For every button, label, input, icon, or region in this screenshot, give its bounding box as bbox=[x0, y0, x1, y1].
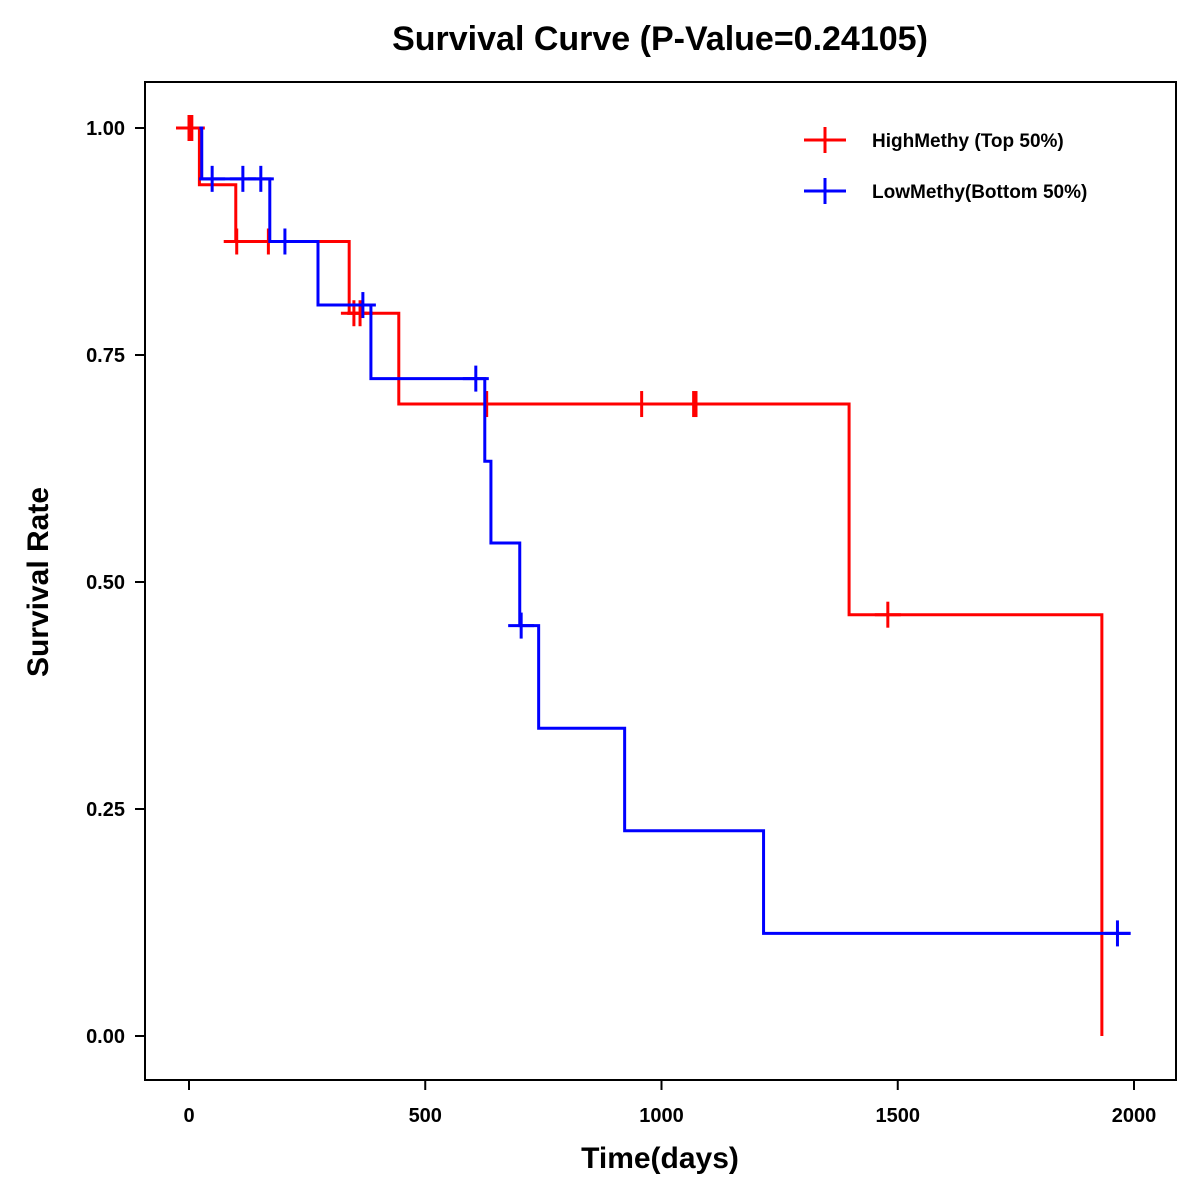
series-layer bbox=[176, 115, 1131, 1036]
x-tick-label: 2000 bbox=[1112, 1105, 1157, 1127]
legend-item: HighMethy (Top 50%) bbox=[804, 127, 1064, 153]
censor-mark bbox=[462, 365, 489, 392]
y-axis: 0.00 0.25 0.50 0.75 1.00 bbox=[86, 118, 145, 1048]
y-tick-label: 1.00 bbox=[86, 118, 125, 140]
survival-step-line bbox=[199, 126, 1131, 935]
censor-mark bbox=[628, 391, 655, 418]
chart-title: Survival Curve (P-Value=0.24105) bbox=[392, 20, 928, 58]
legend-cross-icon bbox=[804, 127, 846, 153]
y-axis-label: Survival Rate bbox=[22, 487, 55, 677]
legend-item: LowMethy(Bottom 50%) bbox=[804, 178, 1087, 204]
legend-label: LowMethy(Bottom 50%) bbox=[872, 182, 1087, 203]
censor-mark bbox=[508, 612, 535, 639]
censor-mark bbox=[682, 391, 709, 418]
legend-cross-icon bbox=[804, 178, 846, 204]
censor-mark bbox=[874, 601, 901, 628]
y-tick-label: 0.25 bbox=[86, 799, 125, 821]
survival-step-line bbox=[176, 126, 1104, 1036]
x-tick-label: 1000 bbox=[639, 1105, 684, 1127]
censor-mark bbox=[223, 228, 250, 255]
y-tick-label: 0.00 bbox=[86, 1026, 125, 1048]
series-high-methy bbox=[176, 115, 1104, 1036]
plot-frame bbox=[144, 81, 1177, 1081]
x-tick-label: 500 bbox=[409, 1105, 442, 1127]
censor-mark bbox=[199, 165, 226, 192]
x-tick-label: 1500 bbox=[876, 1105, 921, 1127]
series-low-methy bbox=[199, 126, 1131, 947]
x-axis-label: Time(days) bbox=[581, 1142, 739, 1175]
y-tick-label: 0.50 bbox=[86, 572, 125, 594]
x-axis: 0 500 1000 1500 2000 bbox=[183, 1080, 1156, 1127]
censor-mark bbox=[349, 292, 376, 319]
x-tick-label: 0 bbox=[183, 1105, 194, 1127]
censor-mark bbox=[271, 228, 298, 255]
censor-mark bbox=[247, 165, 274, 192]
censor-mark bbox=[1104, 920, 1131, 947]
legend: HighMethy (Top 50%) LowMethy(Bottom 50%) bbox=[804, 127, 1087, 204]
censor-mark bbox=[473, 391, 500, 418]
legend-label: HighMethy (Top 50%) bbox=[872, 131, 1064, 152]
y-tick-label: 0.75 bbox=[86, 345, 125, 367]
